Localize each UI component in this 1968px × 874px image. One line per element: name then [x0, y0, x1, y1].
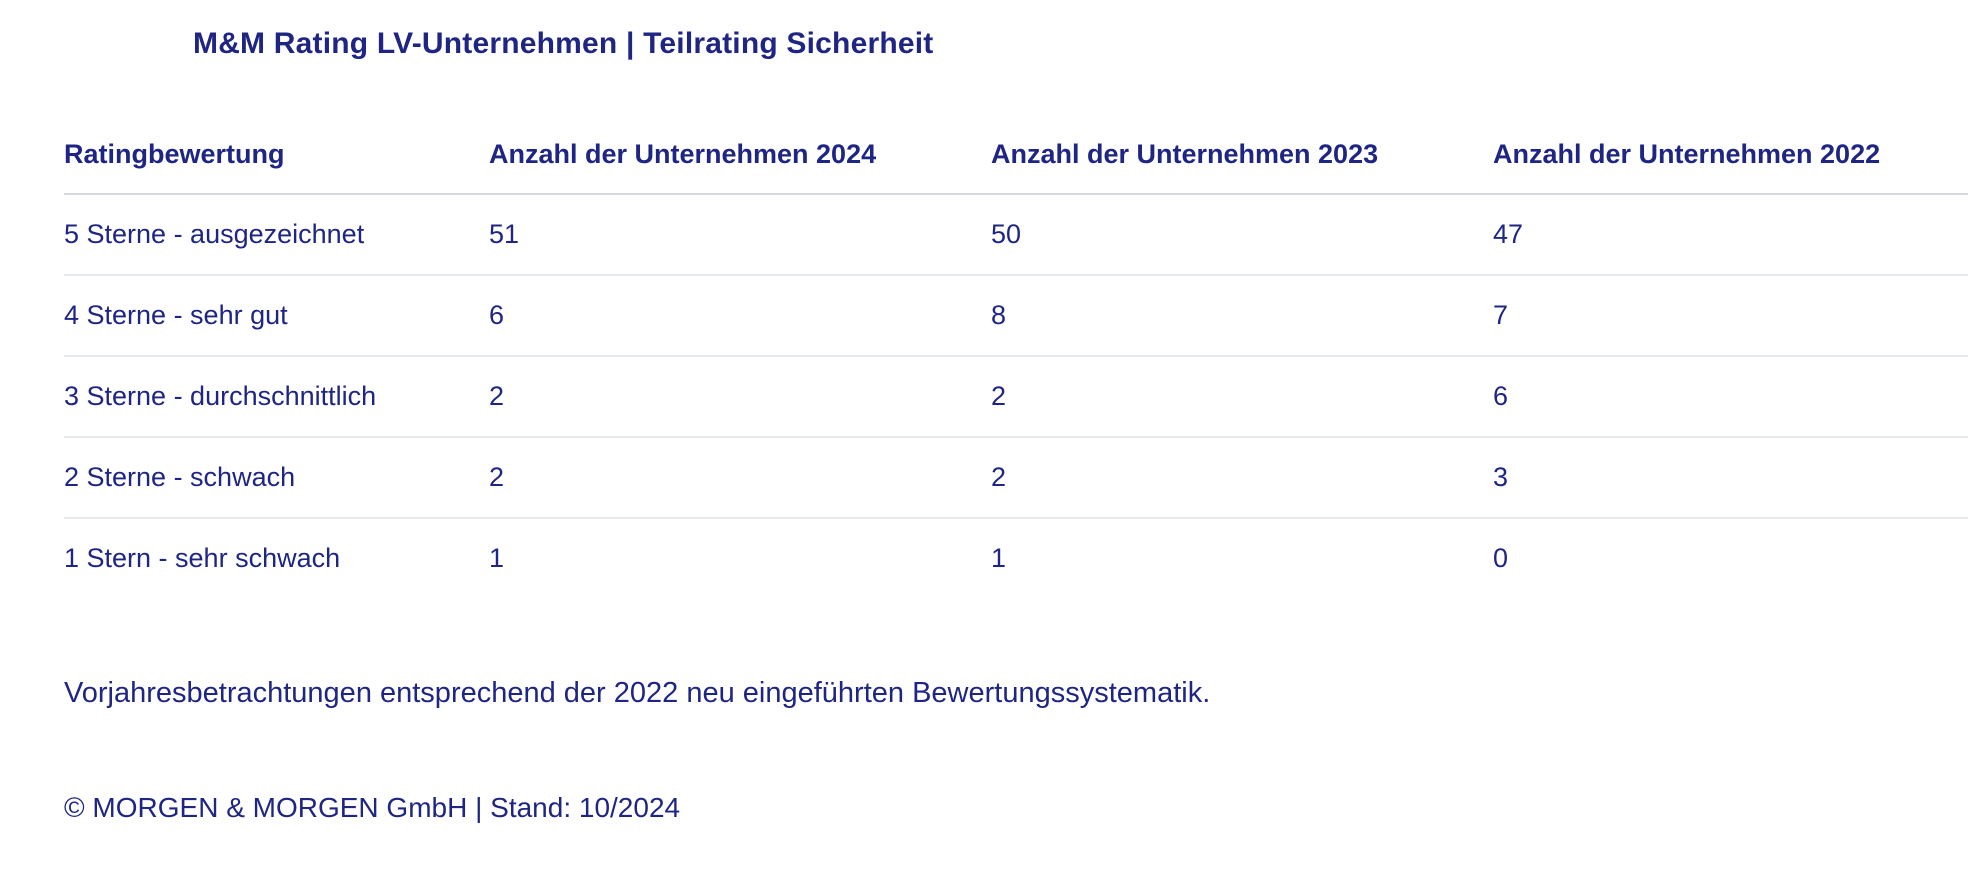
- column-header-anzahl-2022: Anzahl der Unternehmen 2022: [1493, 139, 1881, 169]
- table-row: 4 Sterne - sehr gut 6 8 7: [64, 276, 1968, 357]
- rating-label: 2 Sterne - schwach: [64, 462, 296, 492]
- note-text: Vorjahresbetrachtungen entsprechend der …: [64, 677, 1211, 709]
- column-header-anzahl-2024: Anzahl der Unternehmen 2024: [489, 139, 877, 169]
- table-row: 5 Sterne - ausgezeichnet 51 50 47: [64, 195, 1968, 276]
- table-row: 3 Sterne - durchschnittlich 2 2 6: [64, 357, 1968, 438]
- column-header-ratingbewertung: Ratingbewertung: [64, 139, 285, 169]
- copyright-text: © MORGEN & MORGEN GmbH | Stand: 10/2024: [64, 792, 681, 823]
- page-title: M&M Rating LV-Unternehmen | Teilrating S…: [193, 27, 934, 60]
- count-2023: 1: [991, 543, 1007, 573]
- table-row: 1 Stern - sehr schwach 1 1 0: [64, 519, 1968, 598]
- rating-label: 1 Stern - sehr schwach: [64, 543, 341, 573]
- table-row: 2 Sterne - schwach 2 2 3: [64, 438, 1968, 519]
- rating-label: 4 Sterne - sehr gut: [64, 300, 288, 330]
- count-2022: 6: [1493, 381, 1509, 411]
- count-2024: 2: [489, 381, 505, 411]
- count-2022: 7: [1493, 300, 1509, 330]
- count-2024: 6: [489, 300, 505, 330]
- count-2024: 2: [489, 462, 505, 492]
- column-header-anzahl-2023: Anzahl der Unternehmen 2023: [991, 139, 1379, 169]
- count-2022: 47: [1493, 219, 1524, 249]
- table-header-row: Ratingbewertung Anzahl der Unternehmen 2…: [64, 138, 1968, 195]
- count-2023: 50: [991, 219, 1022, 249]
- count-2023: 8: [991, 300, 1007, 330]
- count-2022: 0: [1493, 543, 1509, 573]
- rating-label: 5 Sterne - ausgezeichnet: [64, 219, 365, 249]
- count-2023: 2: [991, 381, 1007, 411]
- count-2024: 51: [489, 219, 520, 249]
- count-2022: 3: [1493, 462, 1509, 492]
- rating-label: 3 Sterne - durchschnittlich: [64, 381, 377, 411]
- count-2023: 2: [991, 462, 1007, 492]
- rating-table: Ratingbewertung Anzahl der Unternehmen 2…: [64, 138, 1968, 598]
- count-2024: 1: [489, 543, 505, 573]
